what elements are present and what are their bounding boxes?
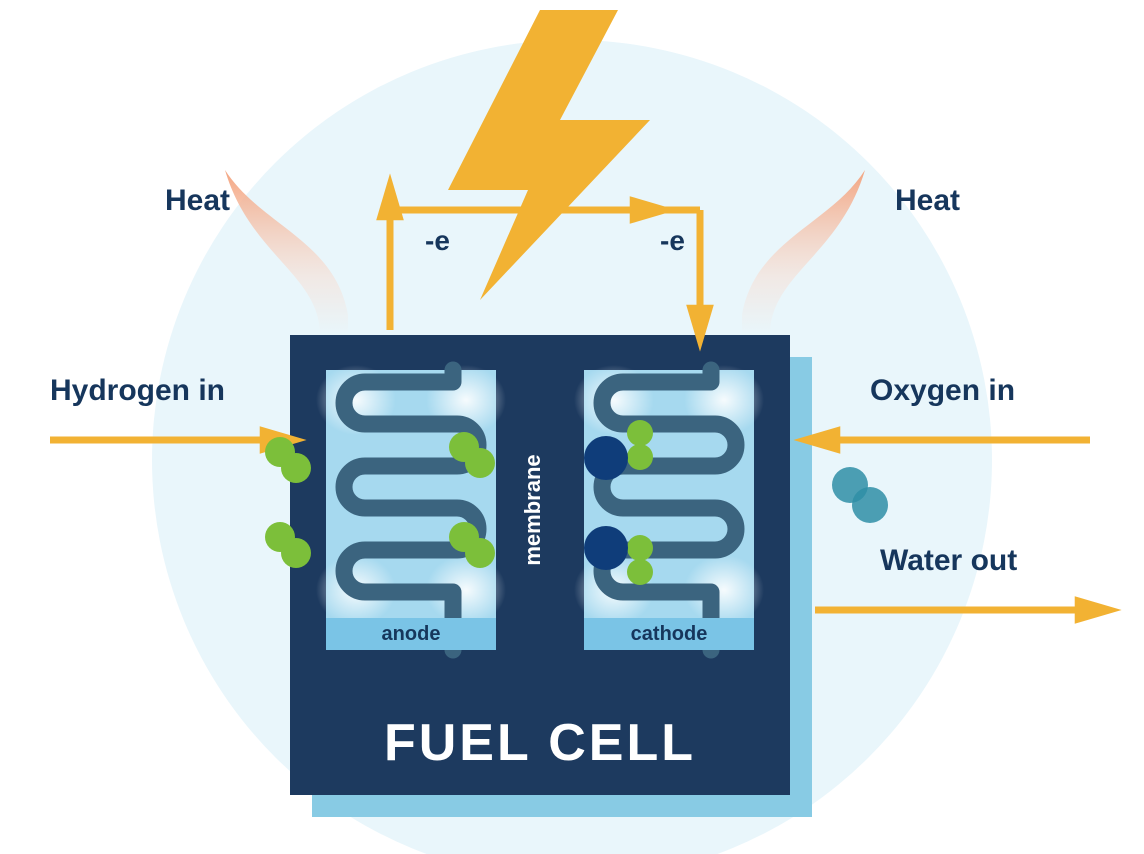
hydrogen-atom bbox=[281, 538, 311, 568]
heat_left-label: Heat bbox=[165, 184, 230, 217]
neg_e_right-label: -e bbox=[660, 225, 685, 256]
o2-molecule bbox=[852, 487, 888, 523]
heat_right-label: Heat bbox=[895, 184, 960, 217]
oxygen-atom bbox=[584, 526, 628, 570]
water_out-label: Water out bbox=[880, 544, 1017, 577]
fuel-cell-diagram: FUEL CELL membrane anode cathode Hydrogen in… bbox=[0, 0, 1144, 854]
hydrogen_in-label: Hydrogen in bbox=[50, 374, 225, 407]
arrow-head bbox=[1075, 596, 1122, 624]
hydrogen-atom bbox=[281, 453, 311, 483]
membrane-label: membrane bbox=[520, 454, 545, 565]
diagram-svg: FUEL CELL membrane anode cathode Hydrogen in… bbox=[0, 0, 1144, 854]
hydrogen-atom bbox=[465, 448, 495, 478]
anode-label: anode bbox=[382, 623, 441, 645]
cathode-label: cathode bbox=[631, 623, 708, 645]
oxygen_in-label: Oxygen in bbox=[870, 374, 1015, 407]
oxygen-atom bbox=[584, 436, 628, 480]
hydrogen-atom bbox=[465, 538, 495, 568]
title-label: FUEL CELL bbox=[384, 714, 696, 772]
neg_e_left-label: -e bbox=[425, 225, 450, 256]
